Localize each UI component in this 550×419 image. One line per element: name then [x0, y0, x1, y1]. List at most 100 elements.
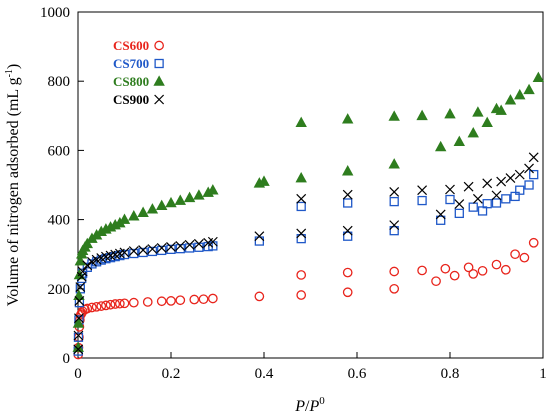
- data-point: [417, 195, 427, 206]
- data-point: [440, 263, 451, 274]
- x-axis-title-p2: P: [308, 398, 319, 415]
- data-point: [174, 194, 187, 205]
- data-point: [501, 194, 511, 204]
- y-axis-title-main: Volume of nitrogen adsorbed (mL g: [5, 77, 22, 306]
- x-tick-label: 0.8: [441, 366, 460, 382]
- data-point: [166, 296, 176, 306]
- data-point: [496, 176, 507, 187]
- data-point: [481, 116, 493, 128]
- data-point: [472, 106, 484, 117]
- data-point: [514, 169, 525, 180]
- data-point: [147, 244, 158, 254]
- x-axis-title-p1: P: [294, 398, 305, 415]
- y-axis-title-sup: -1: [4, 69, 15, 77]
- x-tick-label: 1: [539, 366, 547, 382]
- data-point: [73, 332, 84, 342]
- data-point: [96, 301, 107, 311]
- data-point: [193, 238, 204, 249]
- data-point: [343, 198, 353, 208]
- data-point: [147, 246, 158, 257]
- data-point: [445, 184, 455, 195]
- data-point: [529, 169, 539, 180]
- data-point: [445, 194, 455, 205]
- data-point: [296, 201, 306, 212]
- data-point: [166, 242, 176, 252]
- data-point: [184, 243, 195, 253]
- data-point: [389, 283, 400, 294]
- data-point: [296, 270, 307, 280]
- data-point: [515, 185, 525, 195]
- data-point: [434, 140, 447, 152]
- legend-marker-cs700: [154, 58, 164, 69]
- data-point: [146, 203, 159, 214]
- data-point: [258, 175, 270, 186]
- legend-marker-cs800: [153, 75, 165, 86]
- y-tick-label: 0: [63, 351, 71, 367]
- data-point: [491, 198, 502, 208]
- data-point: [510, 191, 520, 202]
- data-point: [341, 113, 354, 124]
- data-point: [388, 110, 400, 121]
- data-point: [254, 291, 265, 302]
- data-point: [128, 246, 139, 257]
- data-point: [296, 193, 307, 204]
- data-point: [417, 265, 427, 276]
- axis-ticks: [77, 11, 544, 359]
- data-point: [510, 249, 520, 260]
- data-point: [389, 186, 400, 197]
- data-point: [505, 173, 516, 184]
- data-point: [77, 266, 88, 277]
- data-point: [491, 259, 502, 270]
- data-point: [193, 189, 205, 200]
- data-point: [524, 163, 534, 174]
- x-axis-title: P/P0: [294, 395, 325, 415]
- data-point: [416, 109, 428, 121]
- series-cs800: [72, 71, 545, 352]
- data-point: [128, 210, 140, 221]
- data-point: [296, 228, 307, 239]
- data-point: [342, 267, 353, 278]
- legend-label-cs900: CS900: [113, 92, 149, 107]
- data-point: [138, 245, 149, 255]
- data-point: [482, 199, 492, 209]
- data-point: [101, 300, 111, 311]
- data-point: [504, 94, 517, 105]
- data-point: [81, 237, 94, 249]
- data-point: [454, 199, 465, 209]
- data-point: [138, 247, 148, 258]
- data-point: [157, 245, 167, 256]
- data-point: [342, 225, 353, 236]
- data-point: [296, 290, 307, 300]
- data-point: [74, 313, 84, 324]
- y-tick-label: 400: [48, 213, 71, 229]
- x-axis-title-slash: /: [305, 398, 310, 415]
- data-point: [453, 135, 466, 147]
- series-cs900: [73, 152, 539, 355]
- x-tick-label: 0.6: [348, 366, 367, 382]
- series-cs600: [73, 237, 539, 360]
- data-point: [119, 247, 130, 258]
- data-point: [296, 233, 306, 244]
- data-point: [207, 184, 219, 195]
- data-point: [454, 208, 464, 219]
- data-point: [389, 220, 400, 231]
- y-axis-title-close: ): [5, 64, 22, 69]
- data-point: [198, 294, 209, 305]
- x-tick-label: 0.4: [255, 366, 274, 382]
- data-point: [295, 171, 307, 183]
- data-point: [477, 265, 488, 276]
- data-point: [389, 196, 399, 207]
- data-point: [73, 330, 84, 341]
- legend-marker-cs900: [154, 94, 165, 105]
- axis-tick-labels: 0 0.2 0.4 0.6 0.8 1 0 200 400 600 800 1000: [40, 5, 547, 382]
- data-point: [129, 248, 139, 259]
- y-tick-label: 1000: [40, 5, 70, 21]
- data-point: [208, 293, 218, 304]
- data-point: [524, 180, 534, 190]
- data-point: [468, 202, 478, 212]
- plot-frame: [77, 11, 544, 359]
- data-point: [119, 298, 130, 309]
- data-point: [207, 236, 218, 247]
- data-point: [110, 299, 121, 309]
- x-tick-label: 0: [74, 366, 82, 382]
